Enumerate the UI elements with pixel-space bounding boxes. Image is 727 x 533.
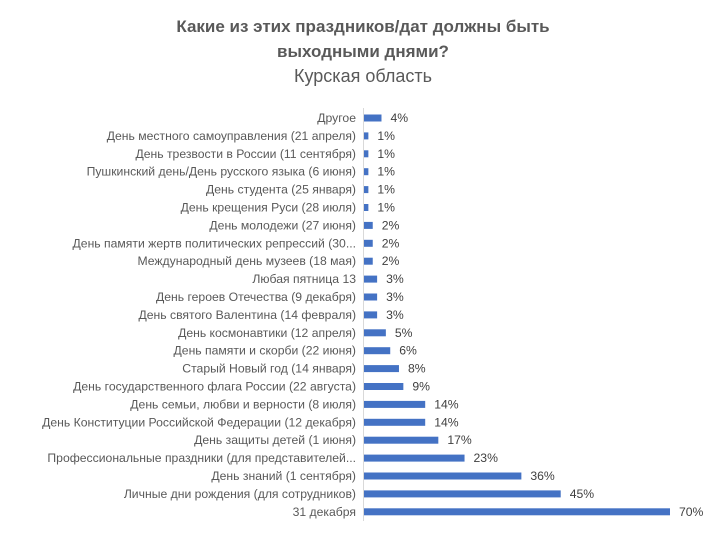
category-label: Личные дни рождения (для сотрудников) xyxy=(124,487,356,501)
category-label: День космонавтики (12 апреля) xyxy=(178,326,356,340)
data-label: 45% xyxy=(570,487,595,501)
bar xyxy=(364,221,373,229)
bar xyxy=(364,329,386,337)
bar xyxy=(364,454,465,462)
chart-subtitle: Курская область xyxy=(294,66,432,86)
data-label: 9% xyxy=(412,380,430,394)
bar xyxy=(364,472,522,480)
data-label: 14% xyxy=(434,415,459,429)
category-label: День Конституции Российской Федерации (1… xyxy=(42,415,356,429)
category-label: Любая пятница 13 xyxy=(252,272,356,286)
bar xyxy=(364,132,369,140)
data-label: 1% xyxy=(377,165,395,179)
chart-title-line-1: Какие из этих праздников/дат должны быть xyxy=(176,17,549,36)
bar xyxy=(364,365,399,373)
data-label: 1% xyxy=(377,201,395,215)
data-label: 70% xyxy=(679,505,704,519)
category-label: День памяти и скорби (22 июня) xyxy=(174,344,356,358)
bar xyxy=(364,239,373,247)
data-label: 1% xyxy=(377,147,395,161)
data-label: 3% xyxy=(386,308,404,322)
bar xyxy=(364,168,369,176)
category-label: Старый Новый год (14 января) xyxy=(182,362,356,376)
category-label: День памяти жертв политических репрессий… xyxy=(73,236,356,250)
bar xyxy=(364,204,369,211)
data-label: 4% xyxy=(390,111,408,125)
data-label: 17% xyxy=(447,433,472,447)
bar xyxy=(364,347,391,355)
category-label: День героев Отечества (9 декабря) xyxy=(156,290,356,304)
category-label: День студента (25 января) xyxy=(206,183,356,197)
category-label: Профессиональные праздники (для представ… xyxy=(47,451,356,465)
category-label: Пушкинский день/День русского языка (6 и… xyxy=(87,165,356,179)
bar xyxy=(364,418,426,426)
category-label: Другое xyxy=(317,111,356,125)
category-label: День знаний (1 сентября) xyxy=(211,469,356,483)
data-label: 23% xyxy=(474,451,499,465)
category-label: День защиты детей (1 июня) xyxy=(194,433,356,447)
data-label: 36% xyxy=(530,469,555,483)
category-label: Международный день музеев (18 мая) xyxy=(137,254,356,268)
bar xyxy=(364,150,369,158)
data-label: 5% xyxy=(395,326,413,340)
data-label: 8% xyxy=(408,362,426,376)
data-label: 2% xyxy=(382,218,400,232)
bar xyxy=(364,186,369,194)
bar xyxy=(364,257,373,265)
data-label: 3% xyxy=(386,290,404,304)
category-label: День семьи, любви и верности (8 июля) xyxy=(130,397,356,411)
data-label: 1% xyxy=(377,129,395,143)
category-label: День святого Валентина (14 февраля) xyxy=(138,308,356,322)
bar xyxy=(364,293,378,301)
data-label: 14% xyxy=(434,397,459,411)
category-label: День трезвости в России (11 сентября) xyxy=(135,147,356,161)
category-label: 31 декабря xyxy=(293,505,356,519)
bar xyxy=(364,508,670,516)
category-label: День местного самоуправления (21 апреля) xyxy=(107,129,356,143)
category-label: День крещения Руси (28 июля) xyxy=(181,201,356,215)
data-label: 2% xyxy=(382,236,400,250)
category-label: День молодежи (27 июня) xyxy=(209,218,356,232)
data-label: 6% xyxy=(399,344,417,358)
bar xyxy=(364,114,382,122)
data-label: 2% xyxy=(382,254,400,268)
data-label: 3% xyxy=(386,272,404,286)
category-label: День государственного флага России (22 а… xyxy=(73,380,356,394)
bar xyxy=(364,400,426,408)
bar xyxy=(364,311,378,319)
bar xyxy=(364,275,378,283)
data-label: 1% xyxy=(377,183,395,197)
chart-title-line-2: выходными днями? xyxy=(277,42,449,61)
bar xyxy=(364,436,439,444)
bar xyxy=(364,490,561,498)
bar xyxy=(364,383,404,390)
